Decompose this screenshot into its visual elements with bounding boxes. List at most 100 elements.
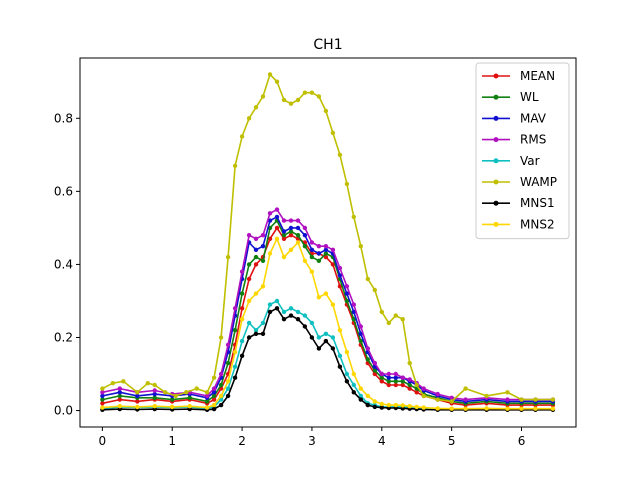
data-point-mav	[288, 225, 294, 231]
data-point-mns2	[414, 404, 419, 410]
data-point-wamp	[379, 309, 384, 315]
legend-marker	[493, 179, 499, 185]
data-point-mns1	[211, 406, 217, 412]
data-point-mns1	[337, 364, 343, 369]
data-point-mns1	[295, 317, 301, 322]
data-point-wamp	[407, 360, 412, 366]
data-point-mns2	[484, 406, 489, 411]
legend-item-mean: MEAN	[482, 69, 555, 83]
data-point-mean	[407, 386, 412, 391]
data-point-rms	[302, 225, 308, 231]
data-point-wamp	[225, 254, 231, 260]
data-point-mns2	[211, 402, 217, 408]
data-point-wamp	[204, 390, 210, 395]
y-tick-label: 0.8	[54, 111, 73, 125]
y-tick-label: 0.2	[54, 330, 73, 344]
data-point-rms	[435, 391, 440, 397]
data-point-mns1	[253, 331, 259, 336]
data-point-mav	[100, 393, 105, 399]
data-point-wamp	[309, 90, 315, 95]
data-point-wamp	[351, 214, 356, 220]
data-point-wamp	[281, 97, 287, 103]
data-point-mns1	[358, 397, 363, 402]
data-point-var	[351, 382, 356, 388]
data-point-mav	[344, 291, 350, 296]
data-point-mns1	[246, 335, 252, 340]
data-point-mns2	[372, 399, 377, 404]
data-point-var	[330, 335, 336, 340]
data-point-wamp	[288, 101, 294, 106]
data-point-var	[337, 353, 343, 358]
series-line-wl	[102, 219, 553, 405]
data-point-mean	[267, 236, 273, 241]
data-point-rms	[267, 211, 273, 216]
data-point-rms	[379, 371, 384, 377]
data-point-wl	[379, 375, 384, 380]
x-tick-label: 0	[99, 434, 107, 448]
data-point-wamp	[194, 386, 199, 391]
plot-frame	[79, 57, 577, 428]
data-point-mns2	[274, 236, 280, 241]
data-point-rms	[274, 207, 280, 212]
data-point-wl	[302, 244, 308, 249]
data-point-rms	[260, 233, 266, 238]
data-point-wl	[309, 254, 315, 260]
data-point-wl	[225, 360, 231, 366]
data-point-wamp	[184, 390, 189, 395]
data-point-wamp	[302, 90, 308, 95]
y-tick-label: 0.6	[54, 184, 73, 198]
legend-item-var: Var	[482, 154, 540, 168]
data-point-var	[281, 309, 287, 315]
series-layer	[100, 72, 556, 412]
data-point-mav	[316, 251, 322, 256]
legend-label: MNS2	[520, 217, 555, 231]
data-point-wamp	[232, 163, 238, 168]
legend-marker	[493, 73, 499, 79]
data-point-wamp	[173, 393, 178, 399]
legend-label: MAV	[520, 111, 547, 125]
data-point-mav	[386, 375, 391, 380]
data-point-var	[358, 393, 363, 399]
data-point-wamp	[463, 386, 468, 391]
data-point-wamp	[316, 94, 322, 99]
data-point-mean	[393, 382, 398, 388]
data-point-wl	[351, 317, 356, 322]
data-point-wl	[323, 251, 329, 256]
data-point-var	[260, 320, 266, 326]
data-point-wamp	[449, 399, 454, 404]
data-point-mav	[253, 247, 259, 252]
data-point-rms	[386, 371, 391, 377]
data-point-wl	[117, 393, 123, 399]
legend-label: WAMP	[520, 175, 557, 189]
data-point-wl	[288, 229, 294, 234]
data-point-mav	[323, 247, 329, 252]
data-point-mns2	[407, 404, 412, 409]
data-point-wl	[316, 258, 322, 263]
data-point-mean	[386, 382, 391, 388]
data-point-rms	[393, 371, 398, 377]
data-point-mns2	[365, 393, 370, 399]
data-point-wamp	[344, 181, 350, 187]
data-point-mns2	[302, 258, 308, 263]
data-point-mean	[135, 399, 140, 404]
data-point-rms	[344, 284, 350, 289]
legend-marker	[493, 158, 499, 164]
data-point-rms	[316, 244, 322, 249]
data-point-var	[288, 306, 294, 311]
data-point-mns2	[295, 240, 301, 245]
data-point-mns1	[316, 346, 322, 351]
data-point-wamp	[295, 97, 301, 103]
data-point-var	[232, 364, 238, 369]
data-point-wamp	[253, 105, 259, 110]
data-point-wamp	[421, 393, 426, 399]
data-point-mns1	[288, 313, 294, 318]
data-point-mns2	[218, 393, 224, 399]
data-point-var	[323, 331, 329, 336]
plot-area	[100, 72, 556, 412]
data-point-mns1	[330, 346, 336, 351]
data-point-mav	[135, 393, 140, 399]
data-point-mean	[372, 371, 377, 377]
data-point-mav	[337, 273, 343, 278]
data-point-mns2	[351, 371, 356, 377]
data-point-mns2	[519, 406, 524, 411]
